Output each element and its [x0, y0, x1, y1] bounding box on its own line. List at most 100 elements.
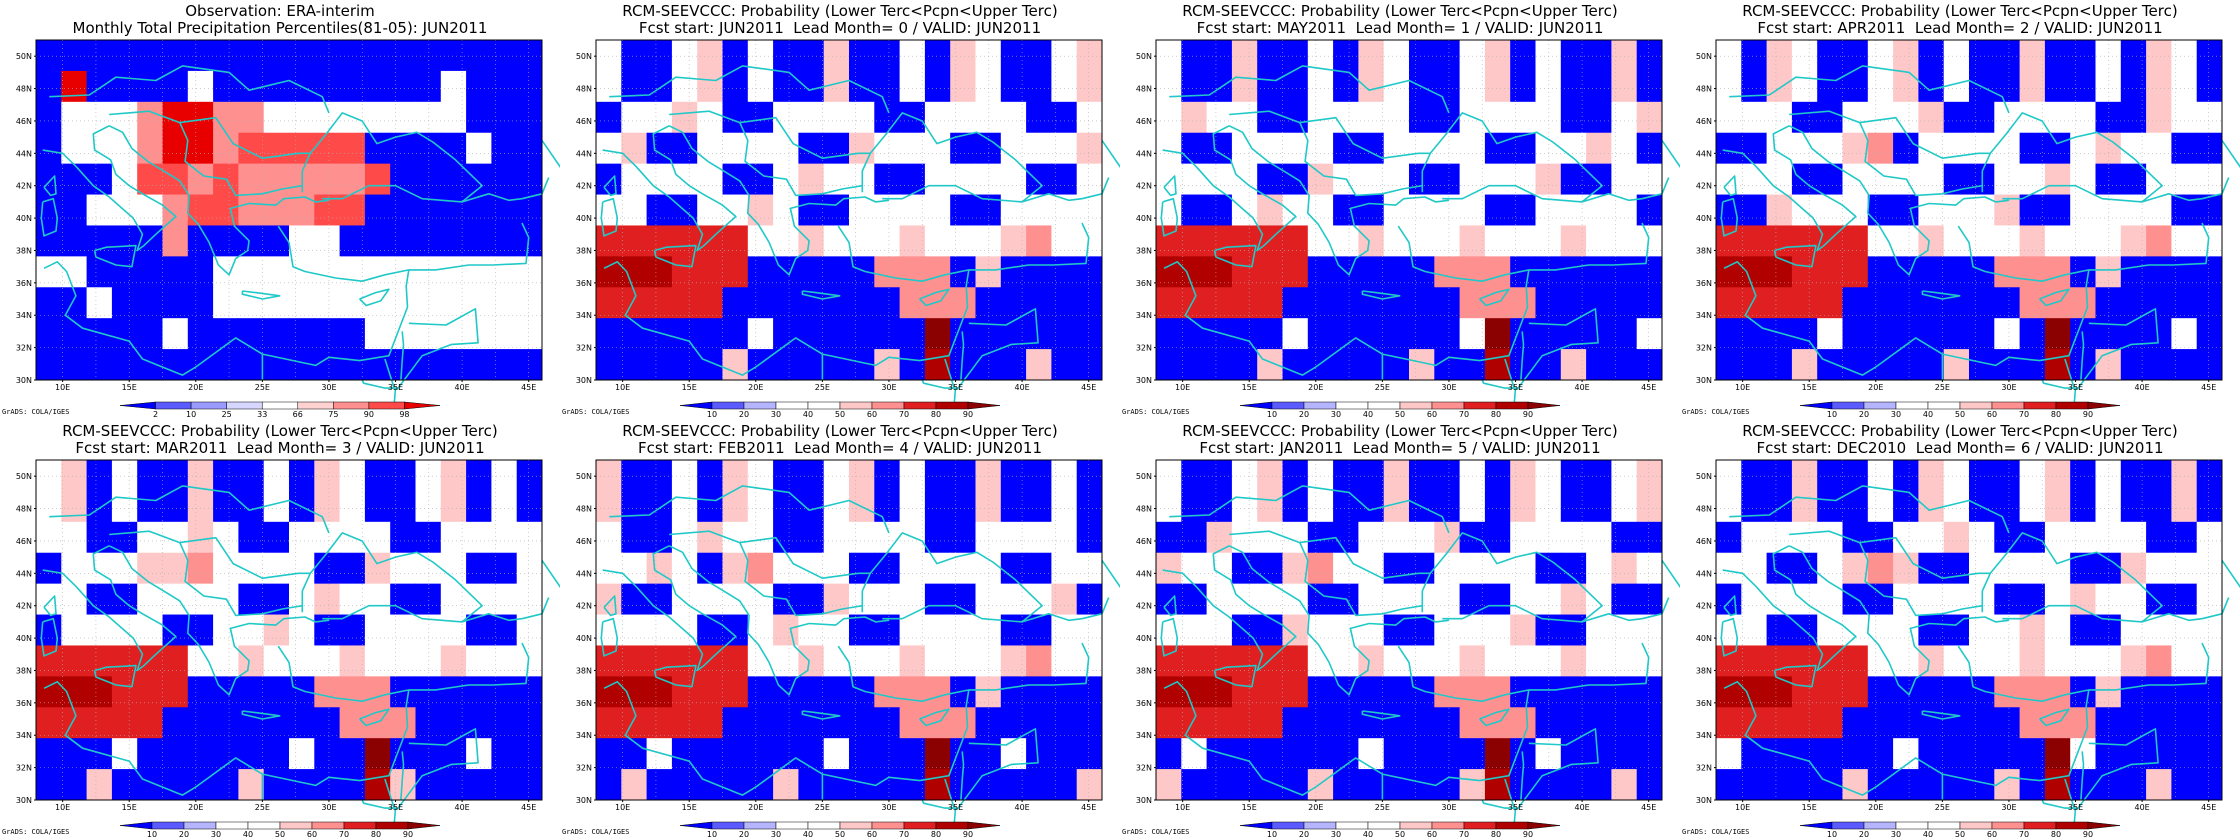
grid-cell — [1383, 70, 1410, 103]
grid-cell — [2171, 40, 2198, 72]
grid-cell — [1434, 738, 1461, 770]
grid-cell — [1051, 225, 1078, 257]
grid-cell — [2019, 552, 2046, 585]
grid-cell — [899, 132, 926, 165]
grid-cell — [722, 225, 749, 257]
coastline — [2076, 727, 2159, 811]
grid-cell — [314, 490, 341, 523]
grid-cell — [722, 318, 749, 350]
grid-cell — [899, 225, 926, 257]
panel-title-line2: Monthly Total Precipitation Percentiles(… — [72, 19, 488, 37]
grid-cell — [899, 40, 926, 72]
coastline — [1723, 595, 1737, 617]
grid-cell — [2095, 256, 2122, 288]
grid-cell — [1994, 163, 2021, 196]
colorbar-tick-label: 60 — [867, 830, 877, 839]
grid-cell — [440, 521, 467, 554]
grid-cell — [2171, 225, 2198, 257]
coastline — [43, 595, 57, 617]
grid-cell — [798, 614, 825, 646]
grid-cell — [849, 318, 875, 350]
grid-cell — [1333, 769, 1359, 801]
grid-cell — [36, 645, 62, 677]
grid-cell — [1409, 707, 1435, 739]
coastline — [2141, 597, 2230, 623]
grid-cell — [86, 40, 113, 72]
grid-cell — [2019, 460, 2046, 492]
colorbar-segment — [1991, 821, 2025, 830]
grid-cell — [491, 318, 518, 350]
grid-cell — [1257, 256, 1283, 288]
grid-cell — [1434, 70, 1461, 103]
grid-cell — [1943, 490, 1970, 523]
grid-cell — [1994, 769, 2021, 801]
colorbar-tick-label: 70 — [899, 830, 909, 839]
grid-cell — [390, 707, 416, 739]
coastline — [1581, 597, 1670, 623]
grid-cell — [596, 769, 622, 801]
grid-cell — [364, 676, 391, 708]
grid-cell — [1943, 318, 1970, 350]
grid-cell — [2019, 70, 2046, 103]
grid-cell — [747, 552, 774, 585]
grid-cell — [466, 769, 492, 801]
grid-cell — [1586, 676, 1612, 708]
grid-cell — [364, 738, 391, 770]
grid-cell — [747, 287, 774, 319]
grid-cell — [2171, 101, 2198, 134]
grid-cell — [924, 738, 951, 770]
lon-label: 45E — [1641, 383, 1656, 392]
lat-label: 38N — [1136, 246, 1152, 255]
grid-cell — [516, 194, 543, 226]
grid-cell — [1766, 225, 1793, 257]
grid-cell — [440, 163, 467, 196]
grid-cell — [36, 349, 62, 381]
coastline — [1921, 710, 1961, 720]
coastline — [2039, 708, 2070, 727]
grid-cell — [2120, 769, 2147, 801]
grid-cell — [1026, 552, 1052, 585]
grid-cell — [1969, 101, 1995, 134]
grid-cell — [466, 132, 492, 165]
lat-label: 44N — [1136, 569, 1152, 578]
grid-cell — [1766, 70, 1793, 103]
grid-cell — [950, 490, 976, 523]
grid-cell — [162, 318, 189, 350]
map-frame — [1155, 459, 1663, 801]
lat-label: 34N — [16, 311, 32, 320]
grid-cell — [1181, 738, 1208, 770]
grid-cell — [1231, 738, 1258, 770]
grid-cell — [263, 40, 290, 72]
grid-cell — [1791, 132, 1818, 165]
grid-cell — [314, 40, 341, 72]
grid-cell — [1257, 769, 1283, 801]
grid-cell — [1510, 101, 1536, 134]
grid-cell — [1817, 490, 1843, 523]
grid-cell — [1383, 614, 1410, 646]
grid-cell — [1716, 490, 1742, 523]
grid-cell — [1611, 40, 1638, 72]
grid-cell — [1766, 349, 1793, 381]
grid-cell — [1484, 163, 1511, 196]
grid-cell — [2044, 132, 2071, 165]
lat-label: 30N — [16, 796, 32, 805]
grid-cell — [1307, 70, 1334, 103]
grid-cell — [1076, 521, 1103, 554]
coastline — [861, 112, 1043, 203]
grid-cell — [1206, 738, 1233, 770]
grid-cell — [1560, 614, 1587, 646]
grid-cell — [466, 287, 492, 319]
grid-cell — [2120, 70, 2147, 103]
grid-cell — [1358, 769, 1385, 801]
grid-cell — [1716, 101, 1742, 134]
grid-cell — [1459, 40, 1486, 72]
grid-cell — [671, 738, 698, 770]
coastline — [2088, 642, 2210, 691]
grid-cell — [747, 349, 774, 381]
grid-cell — [2171, 70, 2198, 103]
grid-cell — [2095, 318, 2122, 350]
grid-cell — [415, 70, 442, 103]
grid-cell — [2095, 101, 2122, 134]
grid-cell — [1893, 460, 1919, 492]
grid-cell — [722, 163, 749, 196]
